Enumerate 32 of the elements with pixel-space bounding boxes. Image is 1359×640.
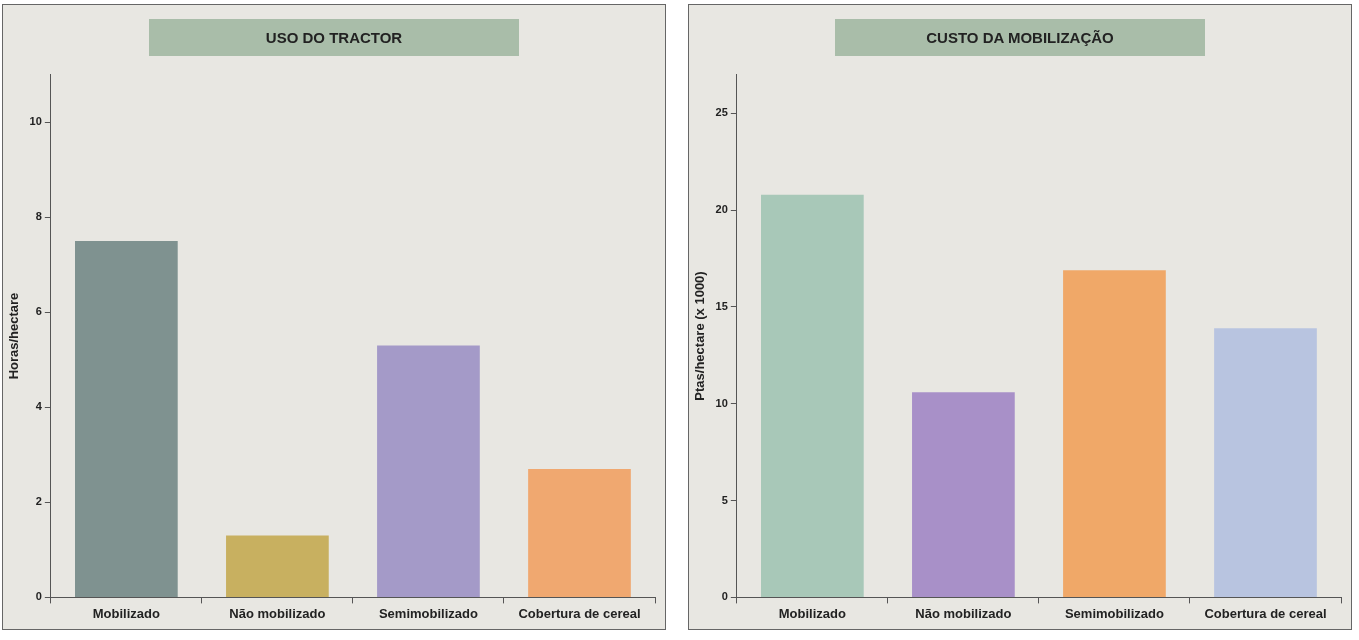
bar (75, 240, 178, 597)
y-tick-label: 10 (29, 115, 42, 128)
x-tick-label: Semimobilizado (378, 605, 478, 621)
y-tick-label: 8 (35, 210, 42, 223)
y-tick-label: 6 (35, 305, 42, 318)
y-tick-label: 10 (715, 396, 728, 409)
bar (226, 535, 329, 597)
bar (912, 392, 1015, 597)
y-tick-label: 4 (35, 400, 43, 413)
x-tick-label: Mobilizado (92, 605, 160, 621)
x-tick-label: Cobertura de cereal (518, 605, 641, 621)
y-tick-label: 20 (715, 203, 728, 216)
bar (1214, 328, 1317, 597)
x-tick-label: Não mobilizado (915, 605, 1012, 621)
y-axis-title: Ptas/hectare (x 1000) (692, 271, 708, 401)
bar (1063, 270, 1166, 597)
x-tick-label: Não mobilizado (229, 605, 326, 621)
bar (761, 194, 864, 597)
bar (377, 345, 480, 597)
y-tick-label: 25 (715, 106, 728, 119)
bar (528, 469, 631, 597)
y-tick-label: 0 (721, 590, 728, 603)
y-tick-label: 5 (721, 493, 728, 506)
x-tick-label: Cobertura de cereal (1204, 605, 1327, 621)
y-tick-label: 2 (35, 495, 42, 508)
chart-title: CUSTO DA MOBILIZAÇÃO (835, 19, 1205, 56)
y-tick-label: 0 (35, 590, 42, 603)
x-tick-label: Semimobilizado (1064, 605, 1164, 621)
y-axis-title: Horas/hectare (6, 292, 22, 380)
x-tick-label: Mobilizado (778, 605, 846, 621)
chart-title: USO DO TRACTOR (149, 19, 519, 56)
y-tick-label: 15 (715, 299, 728, 312)
